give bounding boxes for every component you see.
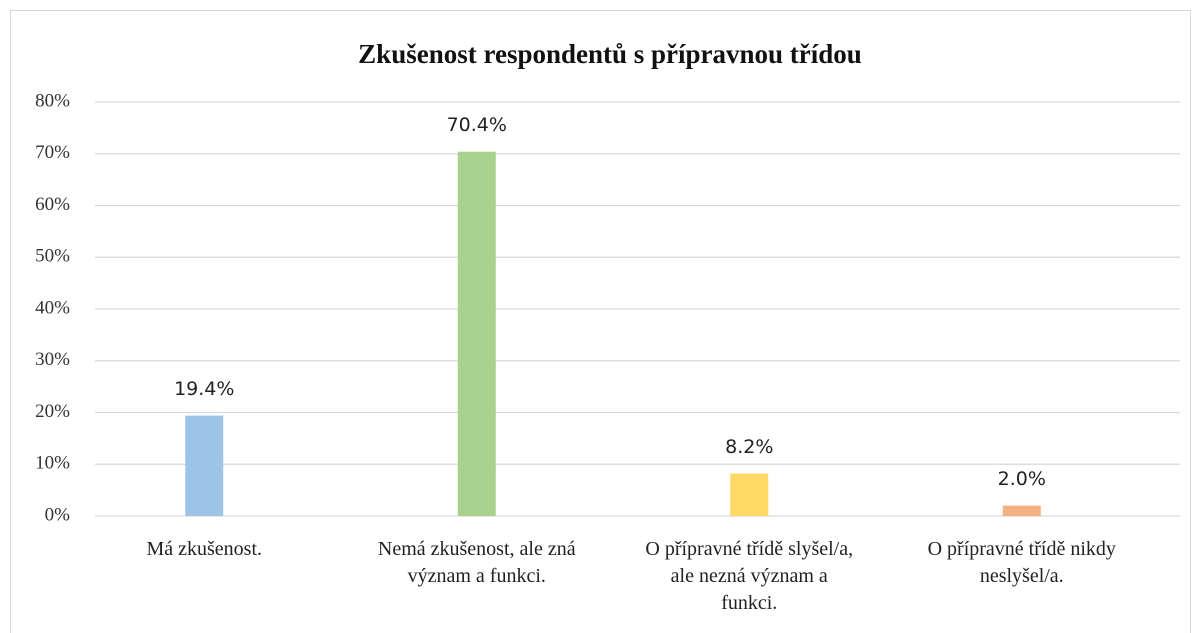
y-tick-label: 60%: [35, 194, 70, 215]
y-tick-label: 50%: [35, 246, 70, 267]
chart-title: Zkušenost respondentů s přípravnou třído…: [358, 39, 862, 69]
y-tick-label: 70%: [35, 142, 70, 163]
x-tick-label: Nemá zkušenost, ale zná význam a funkci.: [377, 538, 576, 587]
bar: [185, 415, 224, 516]
x-tick-label: O přípravné třídě slyšel/a, ale nezná vý…: [645, 538, 854, 614]
bar: [457, 151, 496, 516]
x-tick-label: Má zkušenost.: [146, 538, 263, 560]
y-tick-label: 40%: [35, 297, 70, 318]
y-tick-label: 20%: [35, 401, 70, 422]
bar: [1002, 505, 1041, 516]
value-label: 2.0%: [998, 468, 1046, 490]
value-label: 70.4%: [447, 114, 507, 136]
bar: [730, 473, 769, 516]
y-tick-label: 80%: [35, 90, 70, 111]
value-label: 19.4%: [174, 378, 234, 400]
y-tick-label: 0%: [45, 504, 71, 525]
y-tick-label: 30%: [35, 349, 70, 370]
x-tick-label: O přípravné třídě nikdy neslyšel/a.: [927, 538, 1116, 587]
value-label: 8.2%: [725, 436, 773, 458]
y-tick-label: 10%: [35, 453, 70, 474]
chart-border: [10, 10, 1191, 633]
